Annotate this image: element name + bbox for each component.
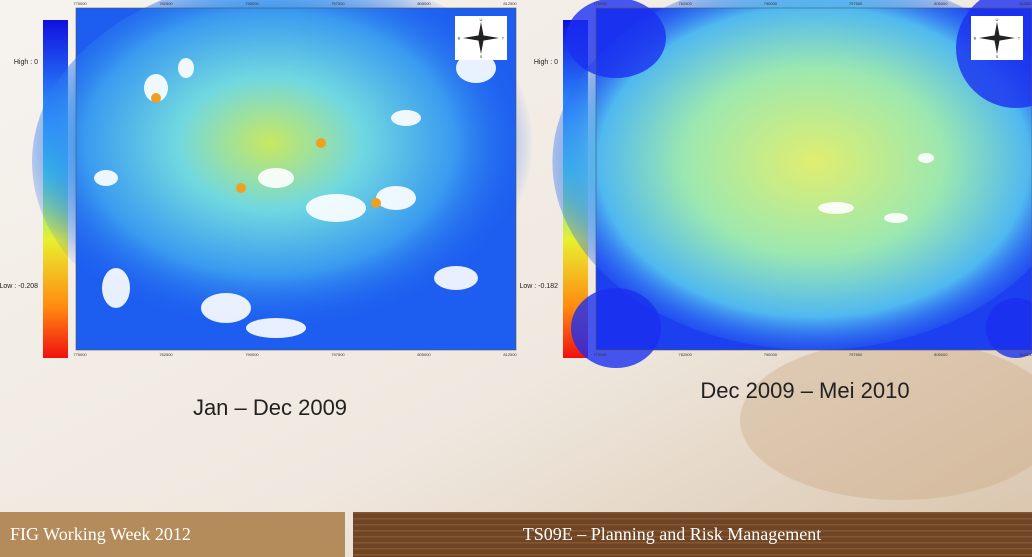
map-hotspot [236, 183, 246, 193]
x-tick-bottom: 812500 [503, 352, 517, 357]
caption: Jan – Dec 2009 [193, 395, 347, 420]
x-tick-top: 812500 [503, 1, 517, 6]
x-tick-top: 797500 [849, 1, 863, 6]
legend-high: High : 0 [534, 59, 558, 66]
map-patch [434, 266, 478, 290]
map-patch [94, 170, 118, 186]
x-tick-bottom: 797500 [331, 352, 345, 357]
x-tick-top: 790000 [245, 1, 259, 6]
x-tick-top: 790000 [764, 1, 778, 6]
x-tick-bottom: 797500 [849, 352, 863, 357]
legend-low: Low : -0.182 [519, 283, 558, 290]
x-tick-top: 782500 [159, 1, 173, 6]
x-tick-bottom: 805000 [417, 352, 431, 357]
map-dark [571, 288, 661, 368]
x-tick-top: 812500 [1019, 1, 1032, 6]
x-tick-bottom: 782500 [159, 352, 173, 357]
map-patch [201, 293, 251, 323]
map-patch [102, 268, 130, 308]
x-tick-top: 797500 [331, 1, 345, 6]
compass-n: U [996, 17, 999, 22]
map-patch [391, 110, 421, 126]
x-tick-bottom: 812500 [1019, 352, 1032, 357]
compass-w: B [974, 36, 977, 41]
map-patch [246, 318, 306, 338]
map-patch [178, 58, 194, 78]
map-hotspot [151, 93, 161, 103]
map-patch [376, 186, 416, 210]
compass-s: S [480, 54, 483, 59]
compass-n: U [480, 17, 483, 22]
map-patch [918, 153, 934, 163]
slide: FIG Working Week 2012 TS09E – Planning a… [0, 0, 1032, 557]
map-dark [566, 0, 666, 78]
x-tick-bottom: 790000 [764, 352, 778, 357]
x-tick-bottom: 775000 [593, 352, 607, 357]
legend-high: High : 0 [14, 59, 38, 66]
x-tick-top: 775000 [73, 1, 87, 6]
x-tick-top: 782500 [679, 1, 693, 6]
caption: Dec 2009 – Mei 2010 [700, 378, 909, 403]
map-hotspot [316, 138, 326, 148]
x-tick-bottom: 775000 [73, 352, 87, 357]
x-tick-top: 775000 [593, 1, 607, 6]
map-panel: High : 0 Low : -0.182 775000 775000 782500 78… [519, 0, 1032, 368]
map-patch [258, 168, 294, 188]
footer-right: TS09E – Planning and Risk Management [523, 524, 821, 544]
x-tick-bottom: 790000 [245, 352, 259, 357]
map-patch [884, 213, 908, 223]
map-panel: High : 0 Low : -0.208 775000 775000 782500 78… [0, 0, 560, 358]
map-hotspot [371, 198, 381, 208]
compass-w: B [458, 36, 461, 41]
x-tick-bottom: 782500 [679, 352, 693, 357]
map-patch [818, 202, 854, 214]
x-tick-bottom: 805000 [934, 352, 948, 357]
footer-left: FIG Working Week 2012 [10, 524, 191, 544]
x-tick-top: 805000 [934, 1, 948, 6]
legend-low: Low : -0.208 [0, 283, 38, 290]
compass-s: S [996, 54, 999, 59]
map-patch [306, 194, 366, 222]
x-tick-top: 805000 [417, 1, 431, 6]
